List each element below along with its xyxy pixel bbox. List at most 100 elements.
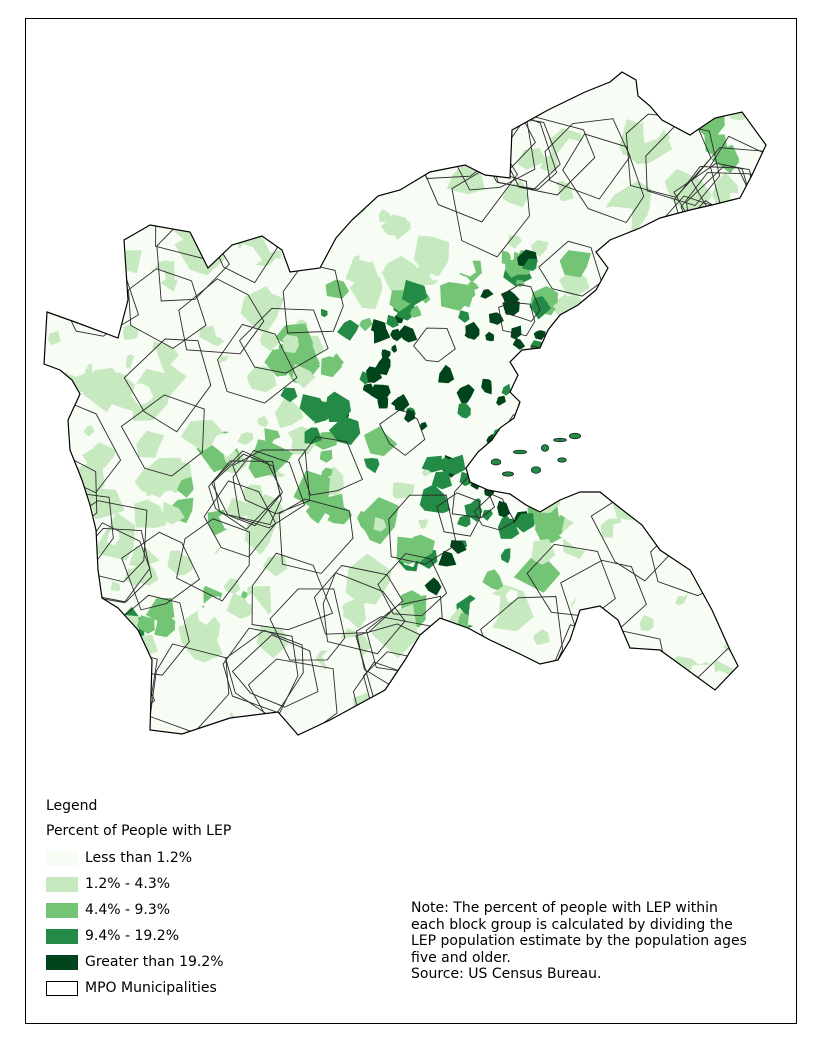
block-group [80,621,105,650]
block-group [124,183,138,201]
block-group [552,361,583,383]
block-group [689,495,716,531]
block-group [243,484,264,507]
block-group [480,289,494,299]
block-group [55,177,78,203]
block-group [516,709,541,732]
harbor-island [569,432,581,440]
municipality-boundary [81,646,158,729]
block-group [50,555,94,592]
block-group [226,137,255,167]
block-group [681,720,723,735]
block-group [469,469,484,483]
block-group [689,495,716,531]
block-group [224,131,274,173]
block-group [403,105,436,135]
block-group [275,395,304,429]
block-group [260,328,281,351]
block-group [462,111,476,127]
block-group [504,96,528,118]
municipality-boundary [217,323,298,404]
block-group [52,726,80,735]
block-group [525,416,544,434]
block-group [359,317,373,332]
block-group [342,73,367,96]
block-group [79,232,110,264]
block-group [663,408,709,449]
block-group [541,663,580,706]
block-group [669,447,716,498]
block-group [685,506,721,537]
block-group [482,509,493,521]
block-group [281,72,317,107]
municipality-boundary [128,268,207,349]
block-group [335,162,360,195]
block-group [521,667,550,701]
municipality-boundary [640,250,732,330]
block-group [390,328,403,342]
block-group [522,729,550,735]
municipality-boundary [457,72,538,117]
municipality-boundary [657,282,727,359]
block-group [386,314,399,328]
block-group [623,308,637,324]
block-group [368,710,405,735]
block-group [616,697,628,708]
block-group [294,164,304,173]
block-group [736,486,766,519]
block-group [82,367,125,412]
block-group [582,397,601,413]
municipality-boundary [342,76,441,157]
block-group [612,274,631,297]
block-group [312,158,365,207]
block-group [612,274,631,297]
block-group [533,629,550,646]
block-group [238,133,265,168]
block-group [537,704,573,733]
block-group [630,391,650,413]
block-group [396,536,428,565]
block-group [749,72,766,84]
municipality-boundary [44,212,100,309]
municipality-boundary [123,338,212,433]
block-group [419,422,428,431]
block-group [550,718,577,735]
block-group [458,258,476,277]
block-group [44,239,87,291]
block-group [239,604,253,619]
block-group [145,128,195,178]
block-group [648,363,690,405]
municipality-boundary [182,107,257,199]
block-group [197,607,215,625]
legend-label: 1.2% - 4.3% [85,876,171,892]
block-group [151,395,165,410]
block-group [751,367,766,393]
block-group [226,131,270,164]
legend-title: Legend [46,798,98,814]
block-group [500,548,511,564]
block-group [183,183,224,216]
block-group [345,553,392,606]
block-group [110,581,121,591]
block-group [462,111,476,127]
block-group [416,711,466,735]
municipality-boundary [203,480,277,558]
block-group [55,177,78,203]
block-group [44,105,72,144]
block-group [525,371,550,393]
block-group [713,241,762,289]
block-group [697,435,718,452]
block-group [436,130,470,155]
block-group [733,509,764,535]
block-group [203,726,245,735]
block-group [44,467,69,518]
block-group [723,224,752,248]
municipality-boundary [65,653,156,730]
block-group [148,90,172,115]
block-group [170,335,224,386]
block-group [410,100,450,132]
block-group [148,90,172,115]
block-group [748,72,766,82]
block-group [179,523,222,567]
